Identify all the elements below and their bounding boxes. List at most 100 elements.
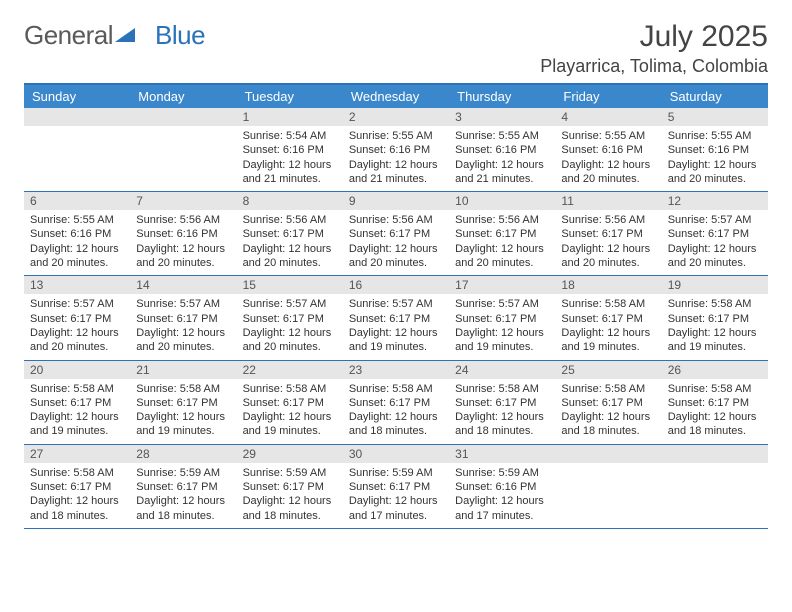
calendar-cell: 25Sunrise: 5:58 AMSunset: 6:17 PMDayligh… [555,361,661,444]
day-line: Sunset: 6:17 PM [243,396,337,410]
day-number: 1 [237,108,343,126]
day-line: Sunset: 6:17 PM [561,227,655,241]
week-row: 6 Sunrise: 5:55 AMSunset: 6:16 PM Daylight… [24,192,768,276]
day-number: 4 [555,108,661,126]
day-body: Sunrise: 5:58 AMSunset: 6:17 PMDaylight:… [662,294,768,359]
day-line: Sunset: 6:16 PM [349,143,443,157]
logo-text-2: Blue [155,20,205,51]
calendar-cell: 31Sunrise: 5:59 AMSunset: 6:16 PMDayligh… [449,445,555,528]
calendar-cell: 9Sunrise: 5:56 AMSunset: 6:17 PMDaylight… [343,192,449,275]
calendar-cell: 6Sunrise: 5:55 AMSunset: 6:16 PMDaylight… [24,192,130,275]
day-line: Daylight: 12 hours and 19 minutes. [136,410,230,439]
day-line: Daylight: 12 hours and 19 minutes. [243,410,337,439]
day-number: 22 [237,361,343,379]
day-line: Daylight: 12 hours and 18 minutes. [349,410,443,439]
day-line: Sunrise: 5:58 AM [561,382,655,396]
calendar-cell: 3Sunrise: 5:55 AMSunset: 6:16 PMDaylight… [449,108,555,191]
day-number: 31 [449,445,555,463]
day-line: Sunrise: 5:58 AM [668,382,762,396]
day-line: Sunset: 6:16 PM [455,480,549,494]
calendar-cell: 19Sunrise: 5:58 AMSunset: 6:17 PMDayligh… [662,276,768,359]
day-number: 5 [662,108,768,126]
day-header-wednesday: Wednesday [343,85,449,108]
day-number: 13 [24,276,130,294]
day-body: Sunrise: 5:55 AMSunset: 6:16 PMDaylight:… [449,126,555,191]
calendar-cell: 5 Sunrise: 5:55 AMSunset: 6:16 PMDaylight… [662,108,768,191]
day-number: 2 [343,108,449,126]
day-line: Daylight: 12 hours and 17 minutes. [455,494,549,523]
day-line: Daylight: 12 hours and 19 minutes. [349,326,443,355]
day-line: Daylight: 12 hours and 20 minutes. [455,242,549,271]
day-line: Daylight: 12 hours and 19 minutes. [561,326,655,355]
calendar-cell: 14Sunrise: 5:57 AMSunset: 6:17 PMDayligh… [130,276,236,359]
day-body: Sunrise: 5:58 AMSunset: 6:17 PMDaylight:… [24,463,130,528]
day-line: Daylight: 12 hours and 20 minutes. [561,242,655,271]
day-body: Sunrise: 5:58 AMSunset: 6:17 PMDaylight:… [343,379,449,444]
day-body: Sunrise: 5:59 AMSunset: 6:17 PMDaylight:… [237,463,343,528]
day-header-sunday: Sunday [24,85,130,108]
day-line: Daylight: 12 hours and 21 minutes. [243,158,337,187]
day-line: Sunset: 6:17 PM [668,227,762,241]
day-line: Sunrise: 5:57 AM [30,297,124,311]
day-body: Sunrise: 5:55 AMSunset: 6:16 PMDaylight:… [555,126,661,191]
day-line: Sunset: 6:17 PM [668,396,762,410]
day-line: Sunrise: 5:56 AM [349,213,443,227]
day-line: Daylight: 12 hours and 21 minutes. [455,158,549,187]
calendar-cell: 17Sunrise: 5:57 AMSunset: 6:17 PMDayligh… [449,276,555,359]
calendar-cell: 13Sunrise: 5:57 AMSunset: 6:17 PMDayligh… [24,276,130,359]
calendar-cell: 20Sunrise: 5:58 AMSunset: 6:17 PMDayligh… [24,361,130,444]
day-line: Sunset: 6:17 PM [136,312,230,326]
day-number: 23 [343,361,449,379]
day-line: Sunrise: 5:58 AM [30,466,124,480]
calendar-cell: 21Sunrise: 5:58 AMSunset: 6:17 PMDayligh… [130,361,236,444]
day-line: Sunrise: 5:55 AM [30,213,124,227]
day-line: Sunset: 6:17 PM [668,312,762,326]
day-line: Sunset: 6:17 PM [349,312,443,326]
calendar-cell: 2Sunrise: 5:55 AMSunset: 6:16 PMDaylight… [343,108,449,191]
day-line: Sunrise: 5:58 AM [349,382,443,396]
day-line: Daylight: 12 hours and 20 minutes. [136,326,230,355]
day-line: Daylight: 12 hours and 20 minutes. [243,242,337,271]
week-row: 13Sunrise: 5:57 AMSunset: 6:17 PMDayligh… [24,276,768,360]
day-line: Sunset: 6:17 PM [455,396,549,410]
day-line: Daylight: 12 hours and 18 minutes. [668,410,762,439]
month-title: July 2025 [540,20,768,54]
day-line: Sunrise: 5:56 AM [243,213,337,227]
day-line: Sunrise: 5:55 AM [668,129,762,143]
day-number [130,108,236,126]
calendar-cell: 29Sunrise: 5:59 AMSunset: 6:17 PMDayligh… [237,445,343,528]
day-number: 25 [555,361,661,379]
day-body: Sunrise: 5:57 AMSunset: 6:17 PMDaylight:… [449,294,555,359]
day-number: 6 [24,192,130,210]
day-number: 3 [449,108,555,126]
calendar-cell: 15Sunrise: 5:57 AMSunset: 6:17 PMDayligh… [237,276,343,359]
calendar-cell: 8Sunrise: 5:56 AMSunset: 6:17 PMDaylight… [237,192,343,275]
day-line: Sunset: 6:17 PM [136,396,230,410]
day-line: Sunrise: 5:59 AM [243,466,337,480]
day-line: Sunset: 6:16 PM [30,227,124,241]
day-number: 19 [662,276,768,294]
day-body: Sunrise: 5:58 AMSunset: 6:17 PMDaylight:… [237,379,343,444]
calendar-cell: 7Sunrise: 5:56 AMSunset: 6:16 PMDaylight… [130,192,236,275]
day-body: Sunrise: 5:56 AMSunset: 6:17 PMDaylight:… [449,210,555,275]
day-line: Sunrise: 5:55 AM [455,129,549,143]
day-line: Sunset: 6:17 PM [136,480,230,494]
day-line: Sunrise: 5:58 AM [30,382,124,396]
logo-triangle-icon [115,18,135,49]
day-body: Sunrise: 5:57 AMSunset: 6:17 PMDaylight:… [130,294,236,359]
day-line: Sunset: 6:17 PM [30,480,124,494]
day-line: Daylight: 12 hours and 20 minutes. [349,242,443,271]
day-line: Daylight: 12 hours and 20 minutes. [561,158,655,187]
day-number: 28 [130,445,236,463]
day-line: Sunrise: 5:55 AM [349,129,443,143]
day-line: Sunrise: 5:57 AM [349,297,443,311]
calendar-cell: 30Sunrise: 5:59 AMSunset: 6:17 PMDayligh… [343,445,449,528]
day-line: Sunset: 6:17 PM [243,312,337,326]
day-line: Daylight: 12 hours and 20 minutes. [668,158,762,187]
day-line: Daylight: 12 hours and 17 minutes. [349,494,443,523]
calendar-cell: 1Sunrise: 5:54 AMSunset: 6:16 PMDaylight… [237,108,343,191]
calendar-cell [555,445,661,528]
calendar-cell: 18Sunrise: 5:58 AMSunset: 6:17 PMDayligh… [555,276,661,359]
calendar-cell: 28Sunrise: 5:59 AMSunset: 6:17 PMDayligh… [130,445,236,528]
day-line: Sunset: 6:16 PM [668,143,762,157]
